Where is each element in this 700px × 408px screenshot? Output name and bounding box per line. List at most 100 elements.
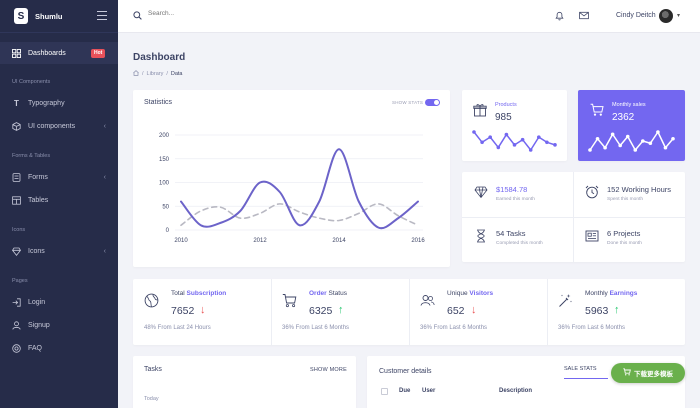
brand-logo: S <box>14 8 28 24</box>
hot-badge: Hot <box>91 48 106 58</box>
sidebar-item-dashboards[interactable]: Dashboards Hot <box>0 42 118 64</box>
column-header[interactable]: Description <box>499 388 533 394</box>
series-line <box>180 148 419 230</box>
chevron-left-icon: ‹ <box>103 173 106 181</box>
spark-point <box>625 134 630 139</box>
y-tick-label: 200 <box>159 133 170 139</box>
spark-point <box>512 143 517 147</box>
cart-icon <box>282 293 297 310</box>
earned-stat: $1584.78 Earned this month <box>474 185 535 202</box>
newspaper-icon <box>585 229 599 243</box>
sidebar-item-forms[interactable]: Forms ‹ <box>0 166 118 188</box>
kpi-monthly-earnings: Monthly Earnings 5963 ↑ 36% From Last 6 … <box>547 279 685 345</box>
sidebar-item-label: Forms <box>28 173 48 181</box>
kpi-label: Unique Visitors <box>447 290 494 297</box>
projects-sub: Done this month <box>607 241 642 246</box>
kpi-foot: 36% From Last 6 Months <box>282 325 350 331</box>
menu-toggle-icon[interactable] <box>97 11 107 20</box>
mail-icon[interactable] <box>579 11 589 22</box>
section-label: Icons <box>12 227 26 233</box>
hourglass-icon <box>474 229 488 243</box>
sidebar-item-typography[interactable]: T Typography <box>0 92 118 114</box>
show-stats-label: SHOW STATS <box>392 100 424 105</box>
gem-icon <box>12 247 21 256</box>
sparkline <box>589 131 674 151</box>
fab-label: 下载更多模板 <box>634 371 673 378</box>
spark-point <box>545 140 549 145</box>
kpi-foot: 48% From Last 24 Hours <box>144 325 211 331</box>
login-icon <box>12 297 21 307</box>
sidebar-item-label: Login <box>28 298 46 306</box>
spark-point <box>520 137 525 142</box>
chevron-down-icon[interactable]: ▾ <box>677 13 681 19</box>
spark-point <box>671 136 675 141</box>
search-input[interactable] <box>148 10 348 17</box>
spark-point <box>618 143 622 148</box>
hours-stat: 152 Working Hours Spent this month <box>585 185 671 202</box>
tab-sale-stats[interactable]: SALE STATS <box>564 366 597 372</box>
sidebar-item-label: Dashboards <box>28 49 66 57</box>
spark-point <box>641 139 645 143</box>
summary-card: $1584.78 Earned this month 152 Working H… <box>462 172 685 262</box>
download-templates-button[interactable]: 下载更多模板 <box>611 363 685 383</box>
x-tick-label: 2010 <box>174 238 188 244</box>
spark-point <box>656 130 660 134</box>
spark-point <box>595 136 600 141</box>
search-icon[interactable] <box>133 11 142 22</box>
breadcrumb-item[interactable]: Library <box>146 71 164 77</box>
dashboard-icon <box>12 48 21 58</box>
form-icon <box>12 172 21 182</box>
earned-sub: Earned this month <box>496 197 535 202</box>
monthly-sales-value: 2362 <box>612 112 635 123</box>
username[interactable]: Cindy Deitch <box>616 12 656 19</box>
spark-point <box>480 140 484 145</box>
show-stats-toggle[interactable] <box>425 99 440 106</box>
brand[interactable]: S Shumlu <box>0 0 118 33</box>
user-icon <box>12 320 21 330</box>
section-label: UI Components <box>12 79 51 85</box>
kpi-label: Total Subscription <box>171 290 227 297</box>
tasks-title: Tasks <box>144 366 162 373</box>
sidebar-item-signup[interactable]: Signup <box>0 314 118 336</box>
sidebar-item-label: Icons <box>28 247 45 255</box>
magic-wand-icon <box>558 293 573 310</box>
sidebar-item-label: Typography <box>28 99 65 107</box>
bell-icon[interactable] <box>555 11 564 23</box>
kpi-foot: 36% From Last 6 Months <box>558 325 626 331</box>
column-header[interactable]: Due <box>399 388 411 394</box>
sidebar-item-faq[interactable]: FAQ <box>0 337 118 359</box>
section-label: Forms & Tables <box>12 153 51 159</box>
tasks-stat: 54 Tasks Completed this month <box>474 229 543 246</box>
spark-point <box>633 148 638 152</box>
products-sparkline <box>472 130 557 152</box>
sidebar-item-icons[interactable]: Icons ‹ <box>0 240 118 262</box>
kpi-value: 6325 <box>309 305 333 317</box>
kpi-subscription: Total Subscription 7652 ↓ 48% From Last … <box>133 279 271 345</box>
sidebar-item-tables[interactable]: Tables <box>0 189 118 211</box>
x-tick-label: 2014 <box>332 238 346 244</box>
series-line <box>180 203 419 227</box>
select-all-checkbox[interactable] <box>381 388 388 395</box>
spark-point <box>603 145 607 150</box>
sidebar-item-ui-components[interactable]: UI components ‹ <box>0 115 118 137</box>
arrow-down-icon: ↓ <box>200 304 206 316</box>
projects-value: 6 Projects <box>607 229 641 238</box>
tasks-sub: Completed this month <box>496 241 543 246</box>
spark-point <box>488 135 492 139</box>
home-icon[interactable] <box>133 70 139 78</box>
kpi-value: 5963 <box>585 305 609 317</box>
column-header[interactable]: User <box>422 388 436 394</box>
sidebar-item-login[interactable]: Login <box>0 291 118 313</box>
kpi-value: 652 <box>447 305 465 317</box>
avatar[interactable] <box>659 9 673 23</box>
show-more-button[interactable]: SHOW MORE <box>310 367 347 373</box>
text-icon: T <box>14 98 19 108</box>
tasks-value: 54 Tasks <box>496 229 526 238</box>
earned-value: $1584.78 <box>496 185 528 194</box>
spark-point <box>537 135 541 139</box>
kpi-label: Order Status <box>309 290 347 297</box>
statistics-title: Statistics <box>144 99 173 106</box>
spark-point <box>553 143 557 147</box>
cube-icon <box>12 121 21 131</box>
y-tick-label: 100 <box>159 181 170 187</box>
